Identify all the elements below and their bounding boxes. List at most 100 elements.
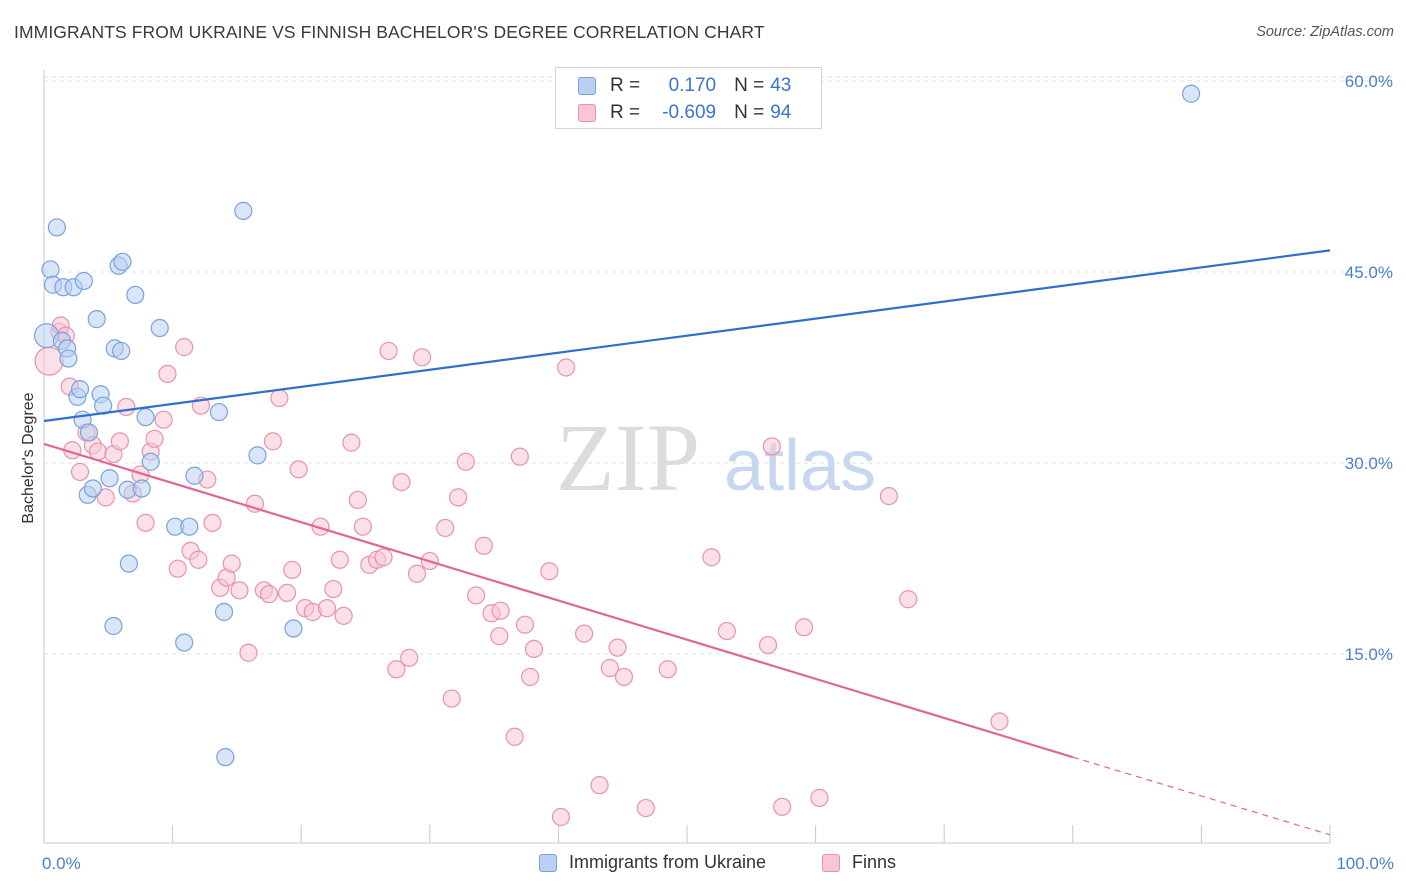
watermark-atlas: atlas: [724, 426, 876, 506]
finns-point: [374, 548, 393, 567]
finns-point: [702, 548, 721, 567]
finns-point: [448, 488, 468, 507]
watermark: ZIP atlas: [556, 404, 876, 511]
finns-point: [136, 513, 155, 532]
legend-item-finns: Finns: [822, 852, 896, 873]
finns-point: [466, 586, 486, 605]
finns-point: [990, 712, 1009, 731]
ukraine-trend-line: [43, 249, 1331, 423]
ukraine-point: [47, 218, 66, 237]
finns-point: [521, 667, 540, 687]
ukraine-point: [87, 310, 106, 329]
finns-point: [239, 643, 258, 662]
y-axis-label: Bachelor's Degree: [20, 392, 37, 523]
y-tick-labels: 15.0% 30.0% 45.0% 60.0%: [1345, 72, 1393, 664]
legend-n-value: 94: [770, 102, 792, 123]
legend-r-value: -0.609: [662, 102, 717, 123]
finns-point: [773, 797, 792, 816]
finns-point: [899, 590, 918, 609]
legend-swatch-finns: [822, 853, 840, 872]
finns-point: [324, 579, 343, 599]
finns-point: [334, 606, 353, 625]
finns-point: [222, 554, 241, 573]
legend-swatch-finns: [578, 104, 596, 122]
finns-point: [436, 518, 455, 538]
finns-point: [717, 621, 736, 641]
ukraine-point: [175, 633, 194, 652]
ukraine-point: [79, 423, 99, 442]
finns-point: [810, 788, 829, 807]
legend-label-finns: Finns: [852, 852, 897, 872]
ukraine-point: [112, 341, 131, 361]
legend-r-label: R =: [610, 102, 641, 123]
finns-point: [96, 488, 115, 507]
finns-point: [175, 338, 194, 357]
finns-point: [277, 583, 297, 602]
finns-point: [557, 358, 576, 377]
ukraine-point: [100, 469, 119, 488]
finns-point: [636, 798, 655, 818]
finns-point: [407, 564, 427, 583]
finns-point: [311, 517, 330, 536]
finns-point: [203, 513, 222, 532]
ukraine-point: [113, 252, 132, 271]
ukraine-point: [214, 602, 234, 622]
finns-point: [270, 388, 289, 408]
ukraine-point: [119, 554, 138, 573]
source-credit: Source: ZipAtlas.com: [1256, 24, 1394, 40]
ukraine-point: [104, 616, 123, 636]
chart-title: IMMIGRANTS FROM UKRAINE VS FINNISH BACHE…: [14, 22, 765, 42]
finns-point: [110, 432, 129, 451]
finns-point: [590, 776, 609, 795]
series-legend: Immigrants from Ukraine Finns: [0, 852, 1406, 878]
y-tick-label: 60.0%: [1345, 72, 1393, 91]
ukraine-point: [209, 402, 228, 422]
finns-point: [289, 460, 308, 479]
finns-point: [400, 648, 419, 667]
ukraine-point: [150, 318, 169, 338]
ukraine-point: [126, 285, 145, 305]
ukraine-point: [185, 466, 204, 485]
finns-point: [551, 807, 571, 827]
finns-point: [575, 624, 594, 643]
finns-point: [442, 689, 461, 708]
finns-point: [600, 658, 619, 678]
ukraine-point: [59, 349, 78, 368]
finns-point: [145, 429, 164, 448]
finns-point: [230, 581, 249, 600]
ukraine-point: [83, 479, 102, 498]
finns-point: [879, 487, 899, 506]
finns-point: [392, 473, 411, 492]
stats-legend: R = 0.170 N = 43 R = -0.609 N = 94: [555, 67, 822, 129]
y-tick-label: 30.0%: [1345, 454, 1393, 473]
axes: [43, 70, 1331, 844]
finns-point: [515, 615, 535, 634]
legend-r-value: 0.170: [668, 75, 717, 96]
finns-point: [762, 437, 781, 456]
ukraine-point: [1182, 84, 1201, 103]
legend-n-label: N =: [734, 102, 765, 123]
ukraine-point: [136, 408, 155, 427]
trend-lines: [43, 249, 1331, 836]
finns-point: [379, 341, 398, 361]
finns-point: [474, 536, 493, 555]
finns-point: [245, 494, 265, 513]
ukraine-point: [70, 380, 90, 399]
finns-point: [189, 550, 208, 569]
ukraine-point: [141, 452, 160, 471]
legend-n-label: N =: [734, 75, 765, 96]
finns-point: [348, 490, 367, 510]
ukraine-points: [33, 84, 1201, 767]
legend-n-value: 43: [770, 75, 792, 96]
finns-trend-extension: [1072, 756, 1331, 836]
finns-point: [168, 559, 187, 578]
legend-row-finns: R = -0.609 N = 94: [556, 99, 791, 127]
finns-point: [263, 432, 283, 451]
legend-label-ukraine: Immigrants from Ukraine: [569, 852, 767, 872]
x-tick-labels: 0.0% 100.0%: [42, 854, 1394, 873]
finns-point: [412, 348, 432, 367]
finns-point: [330, 550, 349, 569]
grid-lines: [44, 76, 1392, 655]
finns-point: [510, 447, 529, 466]
legend-item-ukraine: Immigrants from Ukraine: [539, 852, 766, 873]
